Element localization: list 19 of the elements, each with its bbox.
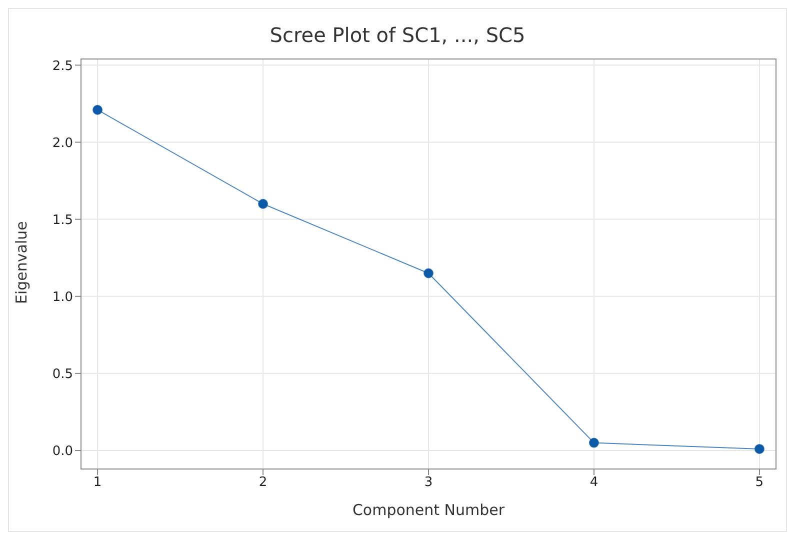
x-axis-title: Component Number: [352, 501, 506, 519]
point: [92, 104, 103, 115]
x-tick-label: 5: [755, 475, 764, 490]
y-tick-label: 0.0: [52, 444, 73, 460]
y-tick-label: 2.0: [52, 136, 73, 151]
x-tick-label: 1: [93, 475, 102, 490]
y-tick-label: 1.5: [52, 212, 73, 228]
x-tick-label: 3: [424, 475, 433, 490]
point: [424, 268, 434, 278]
y-tick-label: 0.5: [52, 367, 73, 382]
x-tick-label: 2: [258, 475, 268, 490]
y-tick-label: 2.5: [52, 58, 73, 74]
y-axis-title: Eigenvalue: [12, 221, 30, 304]
x-tick-label: 4: [590, 475, 598, 490]
point: [754, 444, 764, 454]
chart-title: Scree Plot of SC1, ..., SC5: [268, 23, 526, 47]
y-tick-label: 1.0: [52, 290, 73, 305]
point: [588, 438, 599, 448]
point: [258, 198, 268, 209]
